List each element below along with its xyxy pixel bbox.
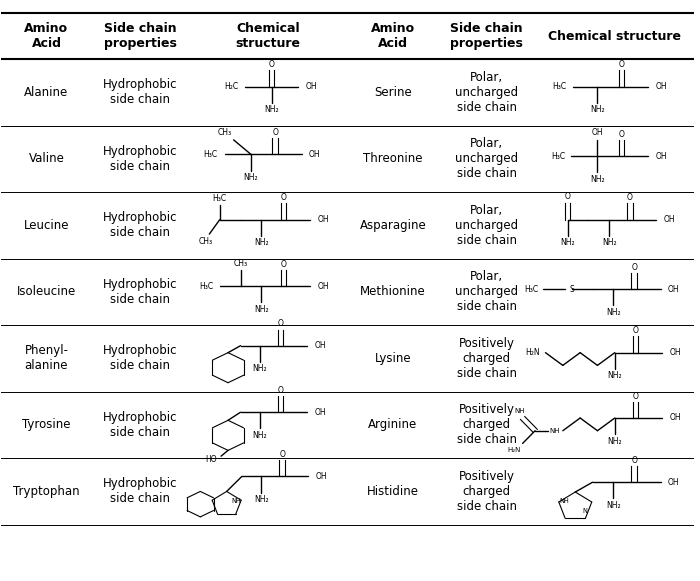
- Text: NH₂: NH₂: [606, 501, 621, 510]
- Text: OH: OH: [314, 341, 326, 350]
- Text: NH₂: NH₂: [606, 308, 621, 317]
- Text: Positively
charged
side chain: Positively charged side chain: [456, 403, 517, 446]
- Text: Hydrophobic
side chain: Hydrophobic side chain: [103, 211, 177, 239]
- Text: O: O: [269, 60, 274, 69]
- Text: OH: OH: [317, 282, 329, 290]
- Text: H₂N: H₂N: [508, 447, 521, 453]
- Text: O: O: [565, 192, 570, 201]
- Text: Polar,
uncharged
side chain: Polar, uncharged side chain: [455, 138, 518, 181]
- Text: NH₂: NH₂: [265, 105, 279, 114]
- Text: O: O: [631, 263, 637, 271]
- Text: H₂C: H₂C: [225, 82, 239, 91]
- Text: Valine: Valine: [29, 152, 64, 166]
- Text: O: O: [278, 386, 284, 394]
- Text: Polar,
uncharged
side chain: Polar, uncharged side chain: [455, 204, 518, 247]
- Text: O: O: [633, 326, 638, 335]
- Text: OH: OH: [309, 150, 321, 159]
- Text: OH: OH: [664, 215, 676, 224]
- Text: OH: OH: [668, 478, 680, 487]
- Text: HO: HO: [205, 455, 216, 464]
- Text: Polar,
uncharged
side chain: Polar, uncharged side chain: [455, 71, 518, 114]
- Text: Hydrophobic
side chain: Hydrophobic side chain: [103, 78, 177, 106]
- Text: O: O: [633, 392, 638, 400]
- Text: H₃C: H₃C: [551, 152, 565, 160]
- Text: H₃C: H₃C: [213, 194, 227, 203]
- Text: Tryptophan: Tryptophan: [13, 485, 80, 498]
- Text: H₂N: H₂N: [526, 348, 540, 357]
- Text: O: O: [631, 456, 637, 465]
- Text: Threonine: Threonine: [363, 152, 423, 166]
- Text: Arginine: Arginine: [368, 418, 418, 432]
- Text: NH: NH: [514, 408, 525, 414]
- Text: H₃C: H₃C: [524, 285, 539, 293]
- Text: OH: OH: [668, 285, 680, 293]
- Text: OH: OH: [669, 348, 681, 357]
- Text: O: O: [272, 128, 278, 137]
- Text: NH₂: NH₂: [608, 437, 622, 446]
- Text: N: N: [582, 508, 587, 514]
- Text: OH: OH: [314, 408, 326, 417]
- Text: Hydrophobic
side chain: Hydrophobic side chain: [103, 411, 177, 439]
- Text: Hydrophobic
side chain: Hydrophobic side chain: [103, 145, 177, 173]
- Text: CH₃: CH₃: [218, 128, 232, 137]
- Text: Positively
charged
side chain: Positively charged side chain: [456, 470, 517, 513]
- Text: Side chain
properties: Side chain properties: [450, 22, 523, 50]
- Text: Methionine: Methionine: [360, 285, 426, 299]
- Text: O: O: [619, 60, 624, 69]
- Text: NH₂: NH₂: [244, 173, 258, 182]
- Text: NH: NH: [559, 498, 569, 504]
- Text: H₃C: H₃C: [204, 150, 218, 159]
- Text: O: O: [279, 450, 285, 459]
- Text: Amino
Acid: Amino Acid: [25, 22, 69, 50]
- Text: Histidine: Histidine: [367, 485, 419, 498]
- Text: O: O: [281, 193, 286, 202]
- Text: NH₂: NH₂: [254, 305, 269, 314]
- Text: Hydrophobic
side chain: Hydrophobic side chain: [103, 478, 177, 505]
- Text: Hydrophobic
side chain: Hydrophobic side chain: [103, 345, 177, 372]
- Text: OH: OH: [655, 82, 667, 91]
- Text: S: S: [569, 285, 574, 293]
- Text: Hydrophobic
side chain: Hydrophobic side chain: [103, 278, 177, 306]
- Text: NH₂: NH₂: [590, 105, 605, 114]
- Text: Positively
charged
side chain: Positively charged side chain: [456, 337, 517, 380]
- Text: H₃C: H₃C: [199, 282, 213, 290]
- Text: Lysine: Lysine: [374, 352, 412, 365]
- Text: NH₂: NH₂: [590, 175, 605, 184]
- Text: OH: OH: [305, 82, 317, 91]
- Text: Polar,
uncharged
side chain: Polar, uncharged side chain: [455, 270, 518, 313]
- Text: NH₂: NH₂: [608, 371, 622, 381]
- Text: Phenyl-
alanine: Phenyl- alanine: [25, 345, 69, 372]
- Text: OH: OH: [316, 472, 328, 481]
- Text: Chemical structure: Chemical structure: [548, 30, 681, 42]
- Text: NH₂: NH₂: [254, 495, 269, 504]
- Text: O: O: [281, 260, 286, 268]
- Text: NH: NH: [232, 498, 242, 504]
- Text: NH₂: NH₂: [602, 238, 617, 248]
- Text: CH₃: CH₃: [199, 237, 213, 246]
- Text: OH: OH: [317, 215, 329, 224]
- Text: Amino
Acid: Amino Acid: [371, 22, 415, 50]
- Text: O: O: [619, 130, 624, 139]
- Text: NH₂: NH₂: [560, 238, 575, 248]
- Text: Serine: Serine: [374, 86, 412, 99]
- Text: H₃C: H₃C: [552, 82, 566, 91]
- Text: Isoleucine: Isoleucine: [17, 285, 76, 299]
- Text: Chemical
structure: Chemical structure: [236, 22, 301, 50]
- Text: OH: OH: [655, 152, 667, 160]
- Text: NH₂: NH₂: [253, 364, 267, 374]
- Text: O: O: [278, 319, 284, 328]
- Text: O: O: [627, 193, 633, 202]
- Text: CH₃: CH₃: [233, 259, 248, 267]
- Text: Tyrosine: Tyrosine: [22, 418, 71, 432]
- Text: Asparagine: Asparagine: [360, 219, 426, 232]
- Text: NH₂: NH₂: [253, 431, 267, 440]
- Text: Alanine: Alanine: [25, 86, 69, 99]
- Text: Side chain
properties: Side chain properties: [104, 22, 176, 50]
- Text: Leucine: Leucine: [24, 219, 69, 232]
- Text: OH: OH: [669, 414, 681, 422]
- Text: NH₂: NH₂: [254, 238, 269, 248]
- Text: NH: NH: [550, 428, 560, 434]
- Text: OH: OH: [592, 128, 603, 138]
